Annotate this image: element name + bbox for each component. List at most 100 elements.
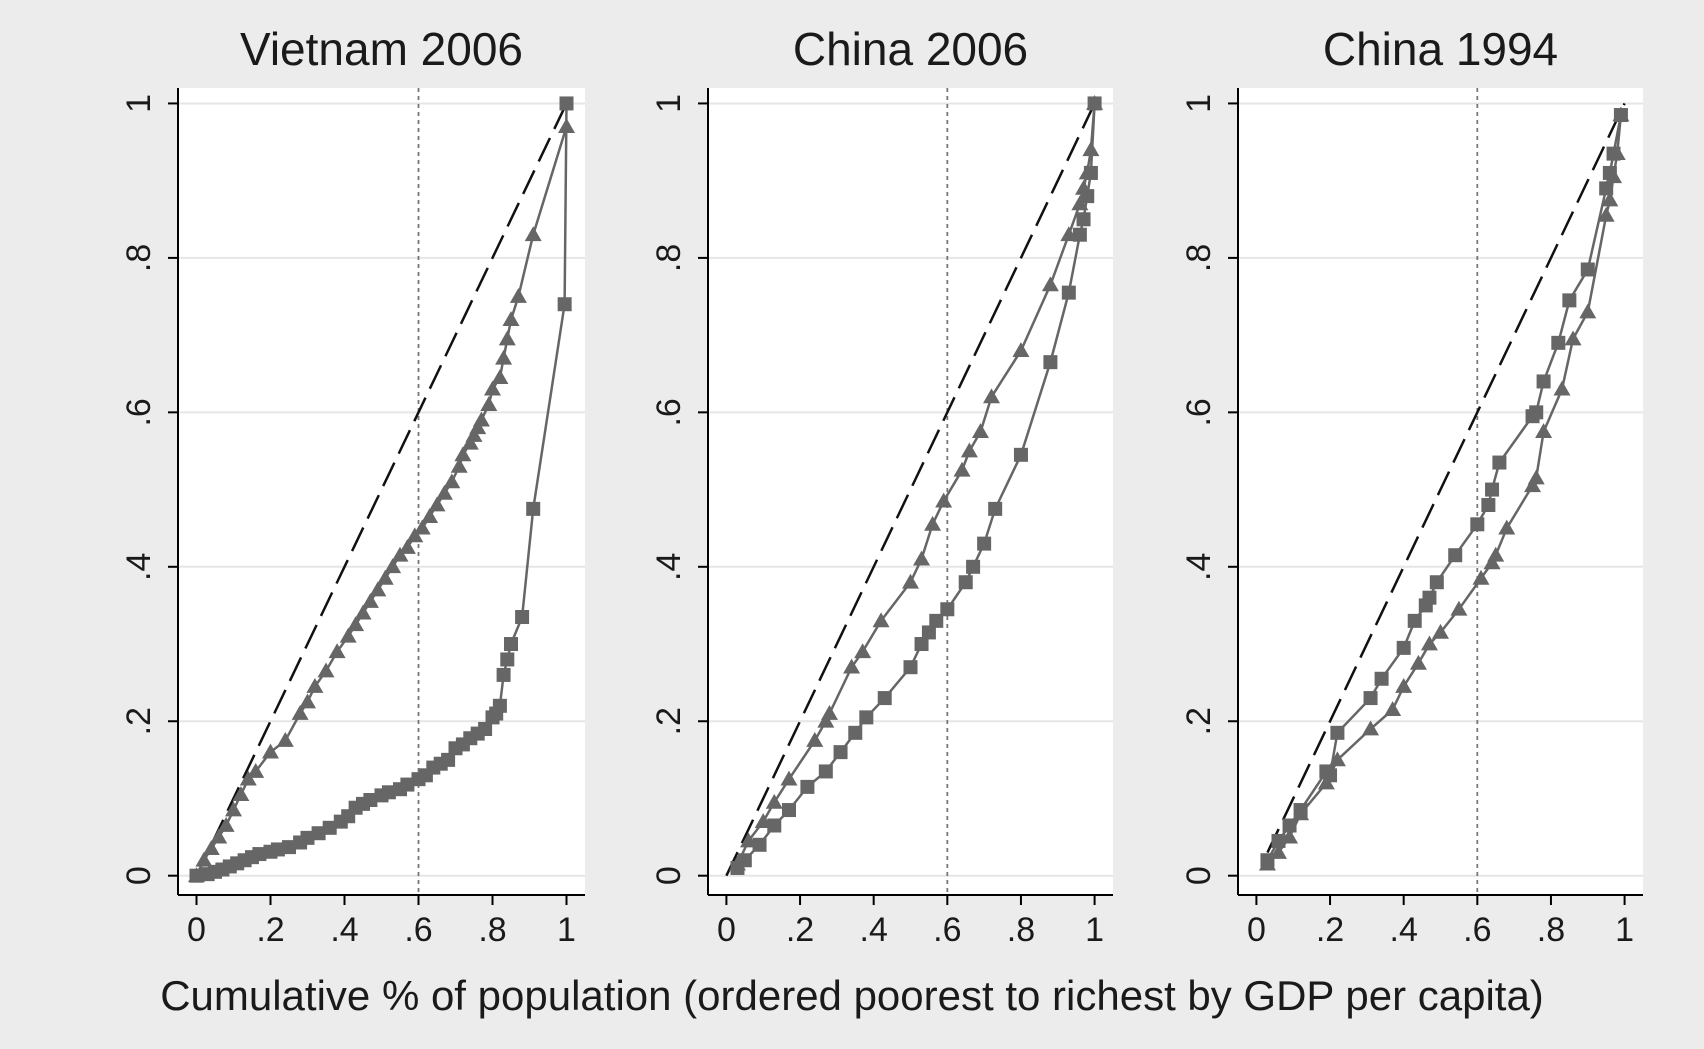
triangle-marker xyxy=(391,546,409,562)
square-marker xyxy=(1599,181,1614,196)
triangle-marker xyxy=(217,816,235,832)
triangle-marker xyxy=(935,492,953,508)
square-marker xyxy=(782,803,796,818)
triangle-marker xyxy=(306,677,324,693)
y-tick-label: 1 xyxy=(1180,94,1218,113)
triangle-marker xyxy=(406,527,424,543)
plot-area xyxy=(708,88,1113,895)
triangle-marker xyxy=(328,643,346,659)
square-marker xyxy=(1374,671,1389,686)
square-marker xyxy=(1551,335,1566,350)
y-tick-label: .8 xyxy=(1180,244,1218,272)
triangle-marker xyxy=(317,662,335,678)
square-marker xyxy=(441,752,456,767)
triangle-marker xyxy=(983,388,1000,404)
square-marker xyxy=(1407,613,1422,628)
y-tick-label: .8 xyxy=(120,244,158,272)
square-marker xyxy=(1481,498,1496,513)
square-marker xyxy=(1061,285,1076,300)
x-tick-label: .2 xyxy=(786,911,814,949)
square-marker xyxy=(1072,227,1087,242)
x-tick-label: .6 xyxy=(933,911,961,949)
triangle-marker xyxy=(428,496,446,512)
triangle-marker xyxy=(1535,423,1553,439)
triangle-marker xyxy=(495,349,513,365)
square-marker xyxy=(818,764,833,779)
square-marker xyxy=(1470,517,1485,532)
square-marker xyxy=(252,847,267,862)
triangle-marker xyxy=(361,593,379,608)
triangle-marker xyxy=(1384,701,1402,717)
square-marker xyxy=(1080,189,1095,204)
triangle-marker xyxy=(465,427,483,442)
square-marker xyxy=(1293,803,1308,818)
x-tick-label: 0 xyxy=(1247,911,1266,949)
square-marker xyxy=(958,575,973,590)
triangle-marker xyxy=(1564,330,1582,346)
square-marker xyxy=(1013,447,1028,462)
square-marker xyxy=(1429,575,1444,590)
x-tick-label: .8 xyxy=(1537,911,1565,949)
triangle-marker xyxy=(953,461,971,477)
square-marker xyxy=(877,691,892,706)
triangle-marker xyxy=(491,369,509,384)
triangle-marker xyxy=(509,288,527,303)
x-tick-label: .2 xyxy=(256,911,284,949)
y-tick-label: .4 xyxy=(1180,553,1218,581)
square-marker xyxy=(515,609,530,624)
y-tick-label: 1 xyxy=(650,94,688,113)
triangle-marker xyxy=(384,558,402,574)
y-tick-label: .8 xyxy=(650,244,688,272)
square-marker xyxy=(300,830,315,845)
triangle-marker xyxy=(480,396,498,411)
triangle-marker xyxy=(202,840,220,856)
square-marker xyxy=(848,725,863,740)
square-marker xyxy=(478,721,493,736)
square-marker xyxy=(752,837,767,852)
triangle-marker xyxy=(454,446,472,462)
panel-3: 0 .2 .4 .6 .8 1 0 .2 .4 .6 .8 1 China 1994 xyxy=(1180,23,1643,949)
x-tick-label: 0 xyxy=(187,911,206,949)
square-marker xyxy=(903,660,918,675)
triangle-marker xyxy=(1362,720,1380,736)
square-marker xyxy=(1536,374,1551,389)
square-marker xyxy=(1087,96,1102,111)
square-marker xyxy=(1043,355,1058,370)
triangle-marker xyxy=(872,612,890,628)
y-tick-label: .4 xyxy=(120,553,158,581)
triangle-marker xyxy=(913,550,931,566)
x-tick-label: 1 xyxy=(1085,911,1104,949)
square-marker xyxy=(1260,853,1275,868)
square-marker xyxy=(1363,691,1378,706)
triangle-marker xyxy=(1601,191,1619,207)
triangle-marker xyxy=(413,519,431,535)
square-marker xyxy=(559,96,574,111)
square-marker xyxy=(921,625,936,640)
panel-2: 0 .2 .4 .6 .8 1 0 .2 .4 .6 .8 1 China 2006 xyxy=(650,23,1113,949)
triangle-marker xyxy=(461,434,479,450)
square-marker xyxy=(1323,768,1338,783)
triangle-marker xyxy=(1483,554,1501,570)
triangle-marker xyxy=(1498,519,1516,535)
triangle-marker xyxy=(472,411,490,427)
square-marker xyxy=(1396,640,1411,655)
triangle-marker xyxy=(450,457,468,473)
square-marker xyxy=(737,853,752,868)
panel-title: Vietnam 2006 xyxy=(240,23,523,75)
square-marker xyxy=(1330,725,1345,740)
triangle-marker xyxy=(498,330,516,346)
x-tick-label: .4 xyxy=(1390,911,1418,949)
square-marker xyxy=(1485,482,1500,497)
square-marker xyxy=(400,777,415,792)
square-marker xyxy=(557,297,572,312)
y-tick-label: .6 xyxy=(120,398,158,426)
y-tick-label: 0 xyxy=(650,866,688,885)
square-marker xyxy=(914,637,929,652)
triangle-marker xyxy=(821,705,838,720)
square-marker xyxy=(363,793,378,808)
triangle-marker xyxy=(1395,677,1413,693)
square-marker xyxy=(496,667,511,682)
x-tick-label: .8 xyxy=(1007,911,1035,949)
square-marker xyxy=(1422,590,1437,605)
square-marker xyxy=(1076,212,1091,227)
